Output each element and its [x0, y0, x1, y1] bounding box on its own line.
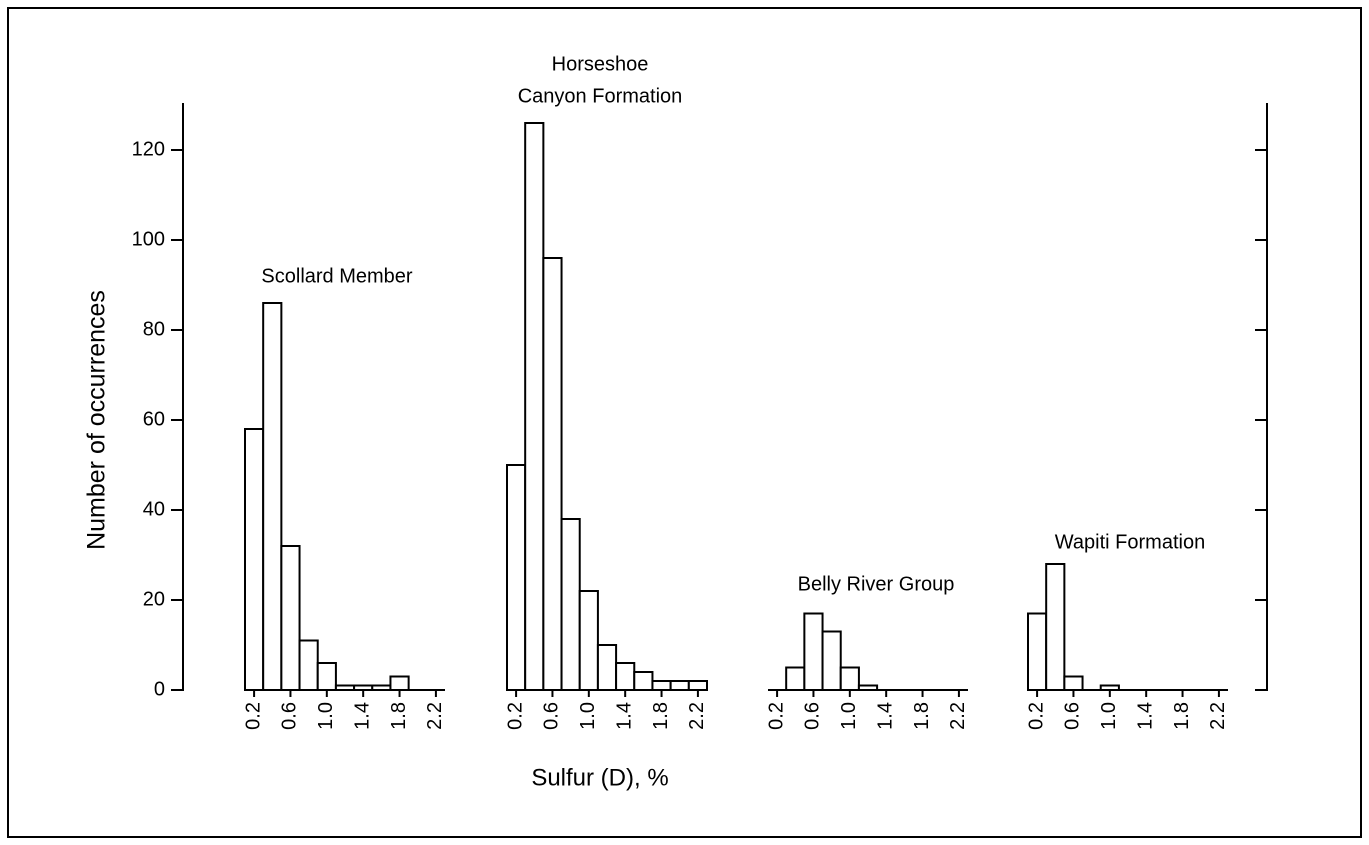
y-tick-label: 80	[143, 318, 165, 340]
bar	[353, 684, 374, 691]
y-axis-label: Number of occurrences	[83, 290, 111, 550]
x-tick-label: 0.2	[242, 702, 264, 730]
bar	[651, 680, 672, 691]
x-tick-label: 1.4	[351, 702, 373, 730]
bar	[1027, 612, 1048, 691]
panel-title: Belly River Group	[798, 573, 955, 595]
bar	[506, 464, 527, 691]
x-tick-label: 0.2	[765, 702, 787, 730]
y-tick-label: 100	[132, 228, 165, 250]
bar	[596, 644, 618, 691]
y-tick-label: 60	[143, 408, 165, 430]
bar	[262, 302, 283, 691]
x-tick-label: 1.4	[613, 702, 635, 730]
bar	[785, 666, 806, 691]
x-tick-label: 0.6	[802, 702, 824, 730]
bar	[316, 662, 337, 691]
bar	[280, 545, 301, 691]
bar	[1099, 684, 1120, 691]
x-tick-label: 1.8	[388, 702, 410, 730]
x-tick-label: 0.6	[1062, 702, 1084, 730]
panel-title: Scollard Member	[261, 265, 413, 287]
y-tick-label: 20	[143, 588, 165, 610]
frame	[7, 7, 1362, 838]
bar	[244, 428, 265, 691]
x-tick-label: 1.0	[838, 702, 860, 730]
x-tick-label: 1.8	[1171, 702, 1193, 730]
bar	[615, 662, 636, 691]
x-tick-label: 0.6	[279, 702, 301, 730]
bar	[839, 666, 860, 691]
x-tick-label: 1.4	[1134, 702, 1156, 730]
bar	[821, 630, 842, 691]
bar	[524, 122, 545, 691]
x-tick-label: 1.4	[874, 702, 896, 730]
bar	[371, 684, 392, 691]
y-tick-label: 40	[143, 498, 165, 520]
bar	[633, 671, 654, 691]
x-tick-label: 0.2	[504, 702, 526, 730]
x-tick-label: 2.2	[424, 702, 446, 730]
x-tick-label: 1.0	[315, 702, 337, 730]
bar	[1045, 563, 1066, 691]
x-tick-label: 1.0	[1098, 702, 1120, 730]
y-tick-label: 0	[154, 678, 165, 700]
panel-title: Horseshoe	[552, 53, 649, 75]
y-tick-label: 120	[132, 138, 165, 160]
bar	[560, 518, 581, 691]
bar	[669, 680, 690, 691]
bar	[389, 675, 410, 691]
bar	[687, 680, 708, 691]
bar	[578, 590, 599, 691]
x-tick-label: 2.2	[1207, 702, 1229, 730]
bar	[298, 639, 319, 691]
bar	[857, 684, 879, 691]
bar	[1063, 675, 1084, 691]
panel-title: Canyon Formation	[518, 85, 683, 107]
x-tick-label: 0.6	[541, 702, 563, 730]
x-tick-label: 1.0	[577, 702, 599, 730]
x-tick-label: 2.2	[686, 702, 708, 730]
x-tick-label: 1.8	[650, 702, 672, 730]
bar	[334, 684, 356, 691]
x-tick-label: 2.2	[947, 702, 969, 730]
x-tick-label: 0.2	[1025, 702, 1047, 730]
x-axis-label: Sulfur (D), %	[531, 764, 668, 791]
x-tick-label: 1.8	[911, 702, 933, 730]
bar	[542, 257, 563, 691]
panel-title: Wapiti Formation	[1055, 531, 1205, 553]
bar	[803, 612, 824, 691]
